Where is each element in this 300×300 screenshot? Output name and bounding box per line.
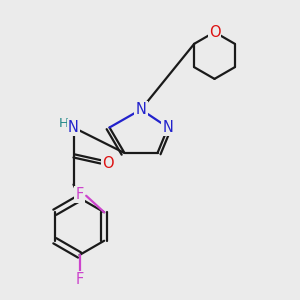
- Text: O: O: [209, 25, 220, 40]
- Text: F: F: [75, 272, 84, 287]
- Text: N: N: [68, 120, 79, 135]
- Text: N: N: [163, 120, 173, 135]
- Text: O: O: [102, 156, 114, 171]
- Text: H: H: [59, 117, 69, 130]
- Text: F: F: [76, 187, 84, 202]
- Text: N: N: [136, 102, 146, 117]
